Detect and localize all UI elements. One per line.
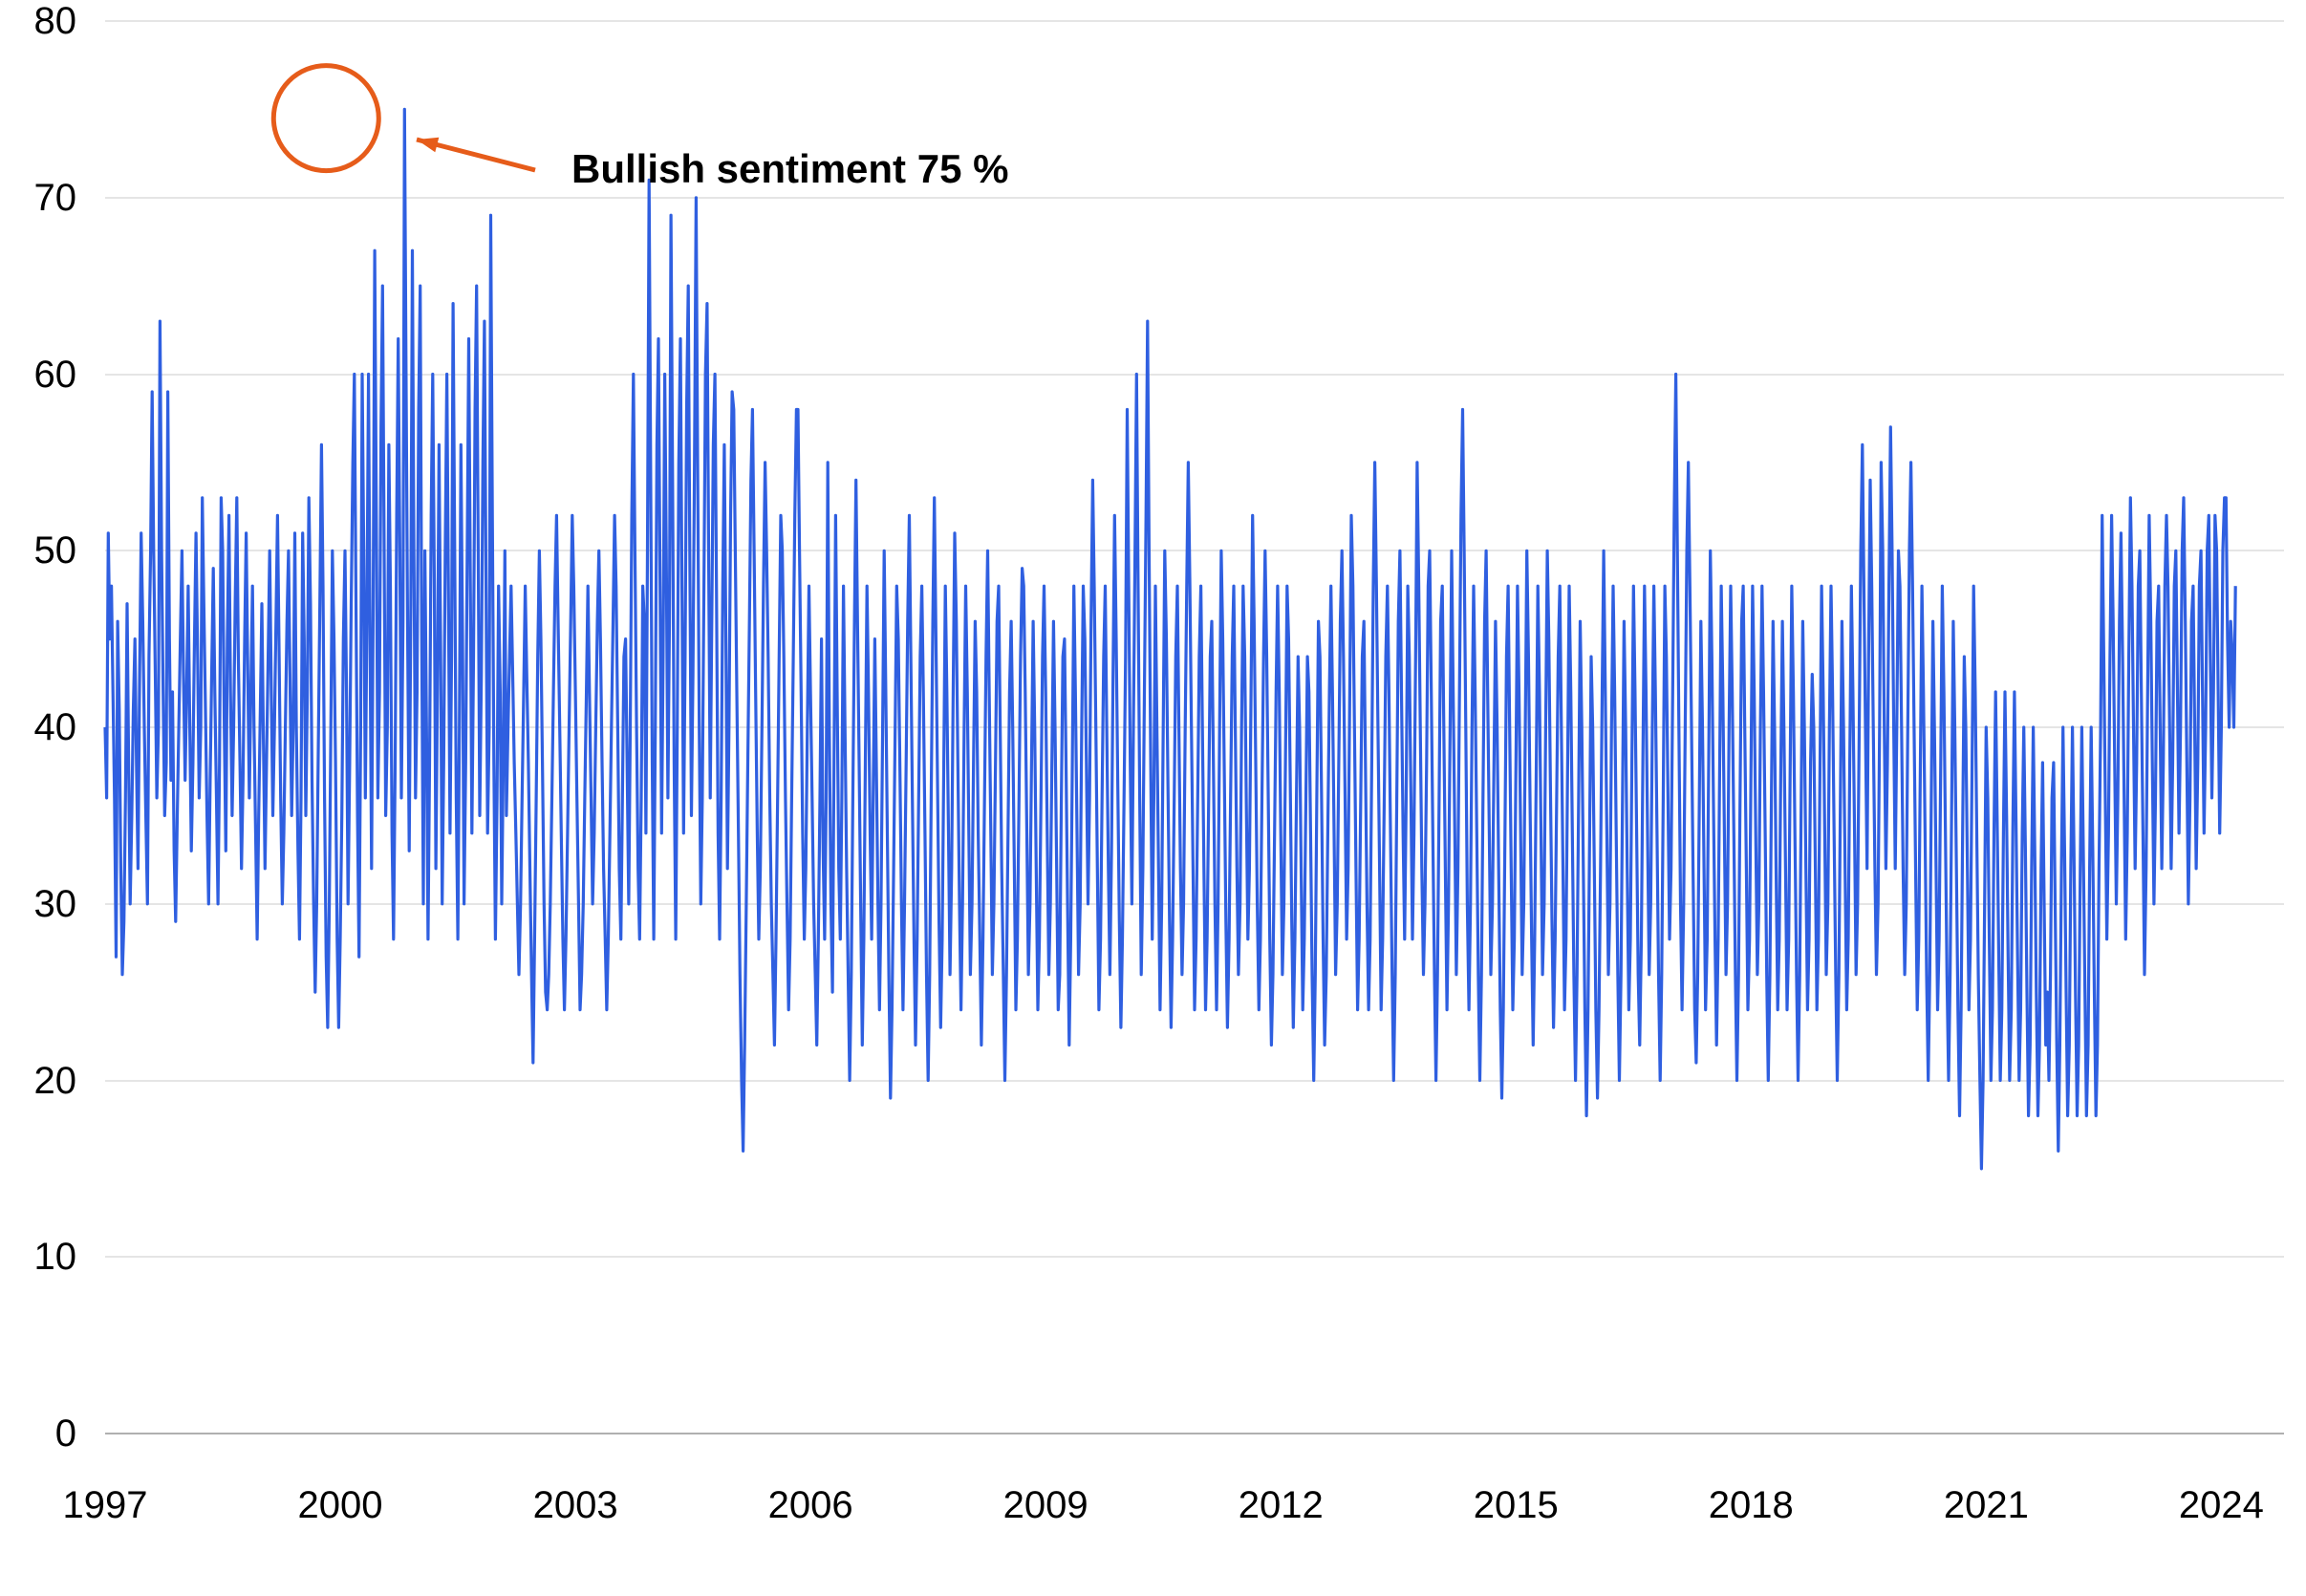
sentiment-chart: 01020304050607080 1997200020032006200920…	[0, 0, 2306, 1596]
annotation-callout	[0, 0, 2306, 1596]
annotation-arrow-head-icon	[417, 138, 439, 152]
annotation-label: Bullish sentiment 75 %	[571, 149, 1008, 189]
annotation-circle-icon	[273, 66, 378, 171]
